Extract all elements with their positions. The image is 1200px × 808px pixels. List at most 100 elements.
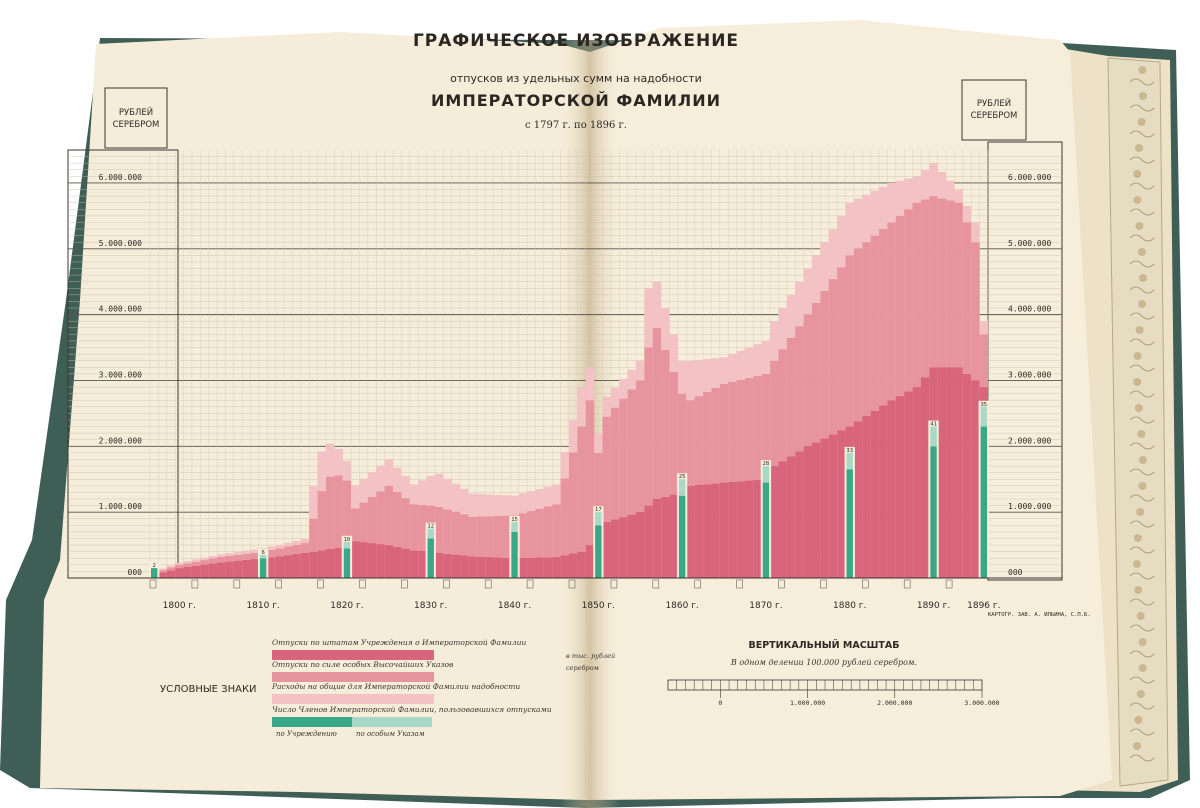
ornament-scroll xyxy=(1129,286,1155,294)
member-bar-decrees xyxy=(511,522,518,532)
bar-general xyxy=(602,396,611,417)
ornament-flower xyxy=(1138,638,1147,646)
bar-decrees xyxy=(636,380,645,513)
y-tick-label-left: 3.000.000 xyxy=(99,370,143,379)
bar-decrees xyxy=(409,504,419,551)
bar-decrees xyxy=(535,508,544,558)
bar-general xyxy=(778,308,787,350)
ornament-scroll xyxy=(1129,130,1155,138)
bar-general xyxy=(292,540,301,545)
bar-decrees xyxy=(468,516,477,557)
ornament-scroll xyxy=(1129,702,1155,710)
bar-decrees xyxy=(845,255,854,427)
legend-swatch-decrees xyxy=(272,672,434,682)
bar-institutions xyxy=(887,400,896,578)
ornament-scroll xyxy=(1129,520,1155,528)
bar-general xyxy=(342,460,352,481)
ornament-scroll xyxy=(1129,104,1155,112)
scale-tick-label: 0 xyxy=(718,699,722,707)
bar-institutions xyxy=(962,373,972,578)
legend-sub-decrees: по особым Указам xyxy=(356,730,425,738)
bar-general xyxy=(518,493,528,514)
bar-decrees xyxy=(853,248,863,422)
bar-decrees xyxy=(694,396,704,485)
bar-decrees xyxy=(225,555,234,562)
member-bar-decrees xyxy=(846,452,853,470)
bar-general xyxy=(569,419,578,453)
bar-institutions xyxy=(233,560,243,578)
bar-general xyxy=(158,568,167,571)
legend-item-institutions: Отпуски по штатам Учреждения о Император… xyxy=(272,638,526,647)
bar-general xyxy=(476,494,486,517)
bar-general xyxy=(493,494,502,516)
member-bar-institutions xyxy=(980,426,987,578)
bar-general xyxy=(376,465,385,492)
bar-institutions xyxy=(493,557,502,578)
ornament-flower xyxy=(1134,144,1143,152)
y-label-left-1: РУБЛЕЙ xyxy=(119,106,153,118)
bar-institutions xyxy=(652,498,662,578)
bar-general xyxy=(920,169,930,200)
ornament-scroll xyxy=(1129,338,1155,346)
bar-decrees xyxy=(686,400,695,486)
bar-decrees xyxy=(317,491,326,551)
member-label: 12 xyxy=(427,524,434,530)
member-bar-institutions xyxy=(846,469,853,578)
bar-general xyxy=(828,229,838,280)
bar-general xyxy=(728,354,737,382)
bar-decrees xyxy=(267,549,276,558)
bar-decrees xyxy=(284,546,293,556)
bar-general xyxy=(644,288,653,348)
ornament-scroll xyxy=(1129,442,1155,450)
bar-institutions xyxy=(946,367,955,578)
bar-institutions xyxy=(703,484,712,578)
ornament-flower xyxy=(1137,118,1146,126)
y-label-right-2: СЕРЕБРОМ xyxy=(971,111,1018,121)
x-tick-label: 1800 г. xyxy=(163,601,196,611)
y-label-right-1: РУБЛЕЙ xyxy=(977,97,1011,109)
bar-institutions xyxy=(418,551,427,578)
bar-institutions xyxy=(485,557,494,578)
x-tick-box xyxy=(610,579,618,589)
bar-institutions xyxy=(367,543,377,578)
member-label: 41 xyxy=(930,422,937,428)
bar-decrees xyxy=(770,360,779,467)
bar-general xyxy=(929,163,938,197)
bar-decrees xyxy=(569,452,578,554)
ornament-flower xyxy=(1138,664,1147,672)
bar-decrees xyxy=(652,327,662,499)
bar-general xyxy=(610,387,620,408)
ornament-flower xyxy=(1138,300,1147,308)
legend-item-decrees: Отпуски по силе особых Высочайших Указов xyxy=(272,660,454,669)
legend-swatch-members-institutions xyxy=(272,717,352,727)
y-tick-label-left: 000 xyxy=(128,568,143,577)
bar-general xyxy=(677,360,687,394)
bar-decrees xyxy=(711,387,720,484)
ornament-flower xyxy=(1133,170,1142,178)
bar-institutions xyxy=(744,480,754,578)
member-bar-decrees xyxy=(259,554,267,559)
bar-decrees xyxy=(585,400,595,546)
y-tick-label-left: 6.000.000 xyxy=(99,173,143,182)
bar-general xyxy=(527,491,536,511)
x-tick-label: 1830 г. xyxy=(414,601,447,611)
member-bar-institutions xyxy=(151,568,158,578)
bar-institutions xyxy=(183,566,192,578)
bar-general xyxy=(619,378,628,399)
bar-institutions xyxy=(275,556,285,578)
bar-decrees xyxy=(501,515,511,558)
bar-institutions xyxy=(736,481,745,578)
member-bars xyxy=(149,400,989,578)
bar-decrees xyxy=(460,514,469,556)
bar-general xyxy=(719,357,729,384)
bar-institutions xyxy=(535,557,544,578)
bar-general xyxy=(191,559,201,562)
bar-institutions xyxy=(803,446,813,578)
ornament-scroll xyxy=(1129,260,1155,268)
ornament-scroll xyxy=(1129,572,1155,580)
bar-general xyxy=(351,485,360,509)
bar-decrees xyxy=(443,509,452,554)
x-tick-label: 1810 г. xyxy=(246,601,279,611)
bar-general xyxy=(233,551,243,555)
ornament-flower xyxy=(1134,586,1143,594)
